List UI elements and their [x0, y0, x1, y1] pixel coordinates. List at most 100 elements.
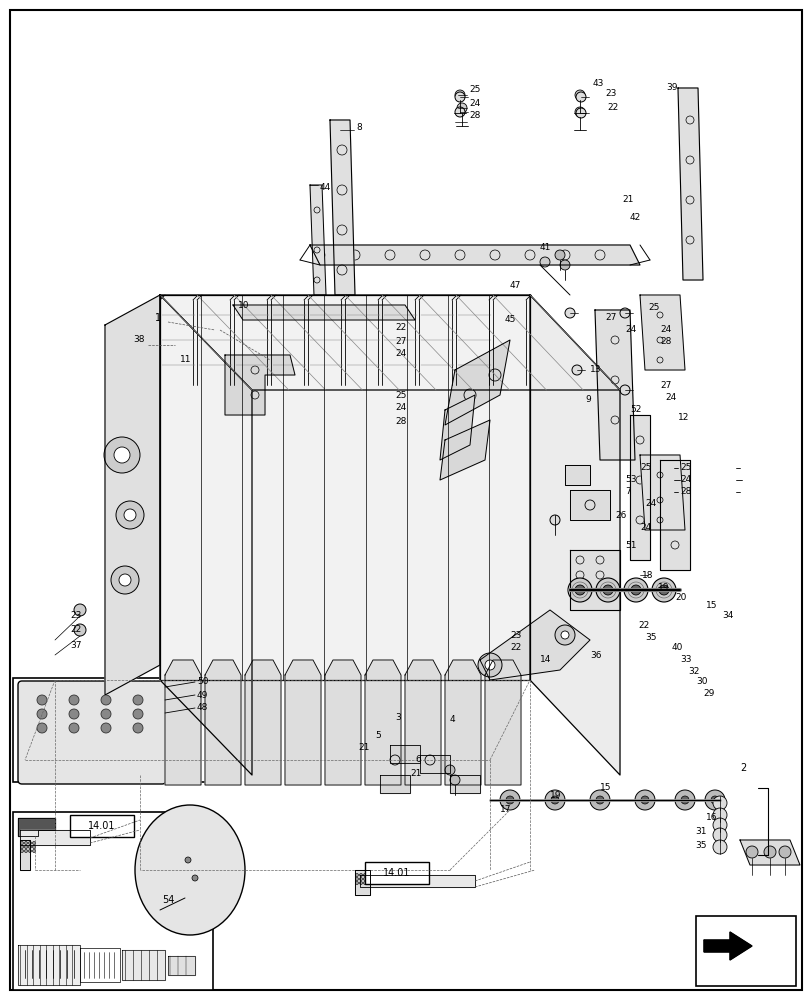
- Circle shape: [32, 850, 36, 852]
- Text: 19: 19: [549, 790, 561, 800]
- Text: 20: 20: [674, 593, 685, 602]
- Polygon shape: [245, 660, 281, 785]
- Text: 18: 18: [642, 570, 653, 580]
- Bar: [13, 812, 212, 990]
- Circle shape: [133, 695, 143, 705]
- Circle shape: [634, 790, 654, 810]
- Polygon shape: [569, 550, 620, 610]
- Circle shape: [367, 878, 370, 880]
- Polygon shape: [122, 950, 165, 980]
- Polygon shape: [365, 660, 401, 785]
- Text: 31: 31: [694, 828, 706, 836]
- Circle shape: [367, 882, 370, 884]
- Text: 38: 38: [133, 336, 144, 344]
- Polygon shape: [449, 775, 479, 793]
- Polygon shape: [18, 818, 55, 836]
- Circle shape: [28, 842, 32, 844]
- Circle shape: [449, 775, 460, 785]
- Circle shape: [763, 846, 775, 858]
- Circle shape: [185, 857, 191, 863]
- Polygon shape: [444, 660, 480, 785]
- Circle shape: [359, 882, 362, 884]
- Polygon shape: [20, 840, 30, 870]
- Circle shape: [69, 723, 79, 733]
- Polygon shape: [569, 490, 609, 520]
- Text: 41: 41: [539, 243, 551, 252]
- Polygon shape: [739, 840, 799, 865]
- Text: 37: 37: [70, 641, 81, 650]
- Circle shape: [457, 103, 466, 113]
- Circle shape: [24, 846, 28, 848]
- Text: 22: 22: [509, 644, 521, 652]
- Circle shape: [444, 765, 454, 775]
- Polygon shape: [329, 120, 354, 295]
- Text: 48: 48: [197, 704, 208, 712]
- Circle shape: [603, 585, 612, 595]
- Text: 21: 21: [358, 744, 369, 752]
- Text: 17: 17: [500, 806, 511, 814]
- Circle shape: [28, 850, 32, 852]
- Circle shape: [74, 604, 86, 616]
- Circle shape: [101, 695, 111, 705]
- Circle shape: [20, 850, 24, 852]
- Circle shape: [32, 842, 36, 844]
- Circle shape: [640, 796, 648, 804]
- Text: 24: 24: [624, 326, 636, 334]
- Polygon shape: [105, 295, 160, 695]
- Circle shape: [712, 828, 726, 842]
- Text: 53: 53: [624, 476, 636, 485]
- Circle shape: [484, 660, 495, 670]
- Circle shape: [20, 842, 24, 844]
- Circle shape: [551, 796, 558, 804]
- Text: 35: 35: [644, 634, 655, 643]
- Circle shape: [454, 92, 465, 102]
- Circle shape: [114, 447, 130, 463]
- Polygon shape: [530, 295, 620, 775]
- Polygon shape: [380, 775, 410, 793]
- Text: 43: 43: [592, 79, 603, 88]
- Polygon shape: [285, 660, 320, 785]
- Polygon shape: [160, 295, 620, 390]
- Bar: [13, 678, 212, 782]
- Text: 7: 7: [624, 488, 630, 496]
- Text: 23: 23: [509, 631, 521, 640]
- Circle shape: [133, 723, 143, 733]
- Circle shape: [712, 840, 726, 854]
- Circle shape: [37, 695, 47, 705]
- Polygon shape: [233, 305, 414, 320]
- Text: 22: 22: [637, 620, 649, 630]
- Polygon shape: [659, 460, 689, 570]
- Text: 25: 25: [469, 86, 480, 95]
- Polygon shape: [564, 465, 590, 485]
- Polygon shape: [479, 610, 590, 680]
- Polygon shape: [594, 310, 634, 460]
- Text: 49: 49: [197, 690, 208, 700]
- Circle shape: [620, 385, 629, 395]
- Text: 32: 32: [687, 666, 698, 676]
- Circle shape: [595, 796, 603, 804]
- Circle shape: [359, 878, 362, 880]
- Text: 13: 13: [590, 365, 601, 374]
- Bar: [365, 862, 428, 884]
- Text: 12: 12: [677, 414, 689, 422]
- Circle shape: [478, 653, 501, 677]
- Circle shape: [745, 846, 757, 858]
- Circle shape: [24, 850, 28, 852]
- Polygon shape: [310, 185, 325, 295]
- Circle shape: [554, 625, 574, 645]
- Circle shape: [680, 796, 689, 804]
- Polygon shape: [444, 340, 509, 425]
- Circle shape: [363, 874, 366, 876]
- Text: 14.01: 14.01: [383, 868, 410, 878]
- Text: 24: 24: [644, 498, 655, 508]
- Circle shape: [568, 578, 591, 602]
- Text: 6: 6: [414, 756, 420, 764]
- Text: 47: 47: [509, 280, 521, 290]
- Text: 28: 28: [469, 111, 480, 120]
- Text: 25: 25: [647, 304, 659, 312]
- Polygon shape: [440, 420, 489, 480]
- Text: 36: 36: [590, 650, 601, 660]
- Circle shape: [539, 257, 549, 267]
- Text: 11: 11: [180, 356, 191, 364]
- FancyBboxPatch shape: [18, 681, 165, 784]
